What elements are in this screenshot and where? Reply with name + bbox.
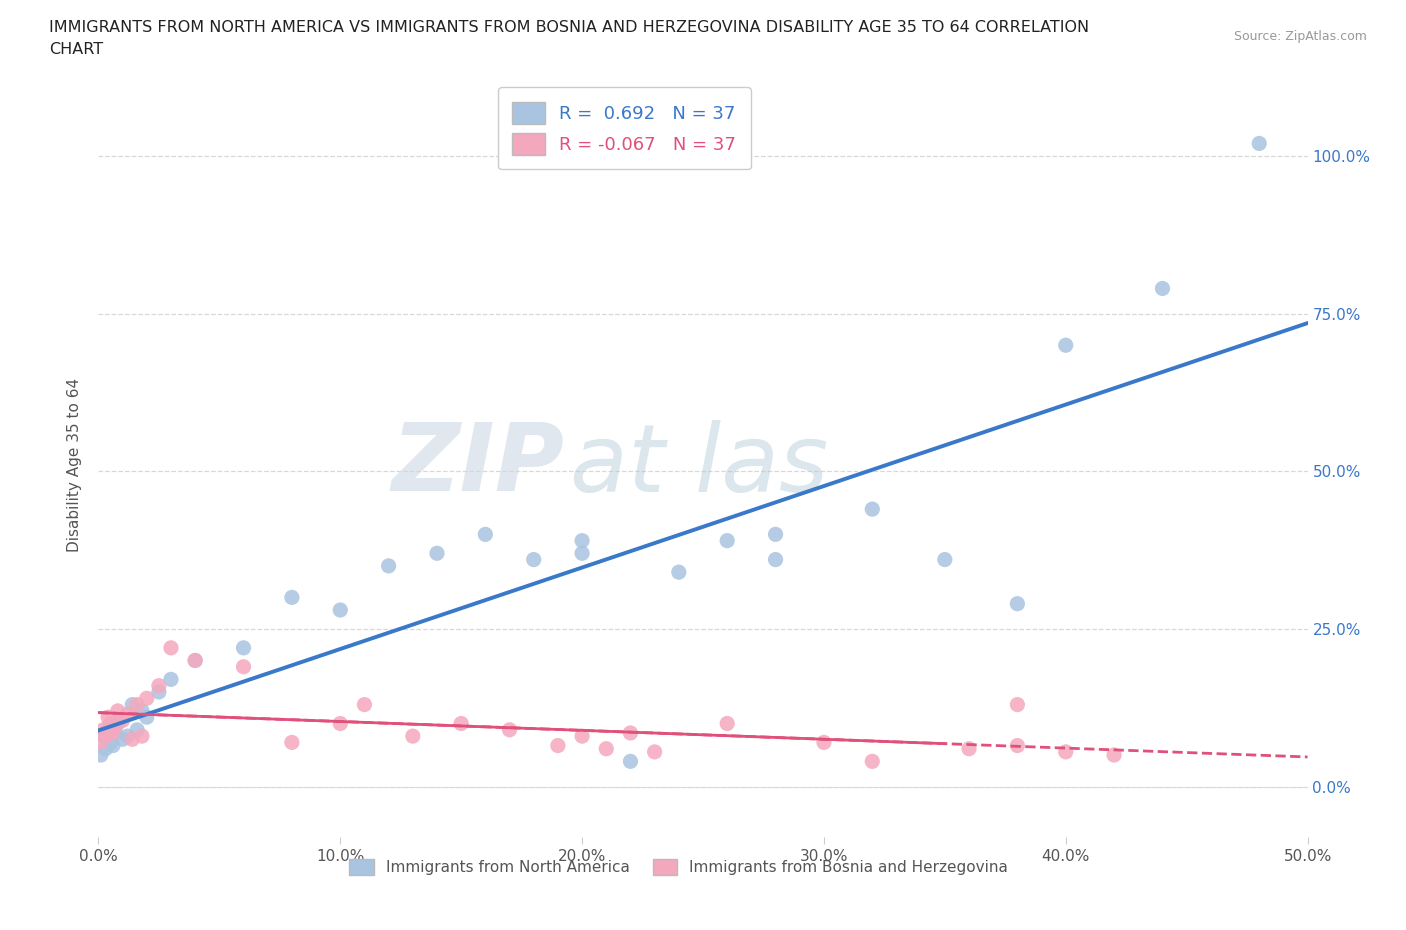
Point (107, 716, 129, 731)
Point (474, 527, 496, 542)
Point (860, 501, 883, 516)
Point (184, 653, 207, 668)
Point (860, 754, 883, 769)
Point (104, 719, 127, 734)
Point (281, 590, 304, 604)
Point (1007, 738, 1029, 753)
Point (619, 754, 641, 769)
Point (100, 716, 122, 731)
Text: CHART: CHART (49, 42, 103, 57)
Point (101, 725, 124, 740)
Point (127, 698, 149, 712)
Point (121, 698, 143, 712)
Point (91, 723, 114, 737)
Point (329, 603, 352, 618)
Point (111, 713, 134, 728)
Point (94, 741, 117, 756)
Point (329, 716, 352, 731)
Point (97, 723, 120, 737)
Point (668, 565, 690, 579)
Point (111, 732, 134, 747)
Point (232, 641, 254, 656)
Point (90, 735, 112, 750)
Point (716, 716, 738, 731)
Point (571, 533, 593, 548)
Point (91, 729, 114, 744)
Point (1249, 136, 1271, 151)
Point (90, 748, 112, 763)
Point (232, 659, 254, 674)
Point (184, 653, 207, 668)
Point (813, 735, 835, 750)
Point (107, 703, 129, 718)
Point (619, 725, 641, 740)
Point (117, 729, 139, 744)
Point (100, 735, 122, 750)
Point (716, 533, 738, 548)
Point (148, 678, 170, 693)
Point (135, 710, 157, 724)
Point (957, 741, 980, 756)
Point (402, 729, 425, 744)
Point (1007, 596, 1029, 611)
Point (281, 735, 304, 750)
Point (377, 558, 399, 573)
Point (97, 710, 120, 724)
Point (426, 546, 449, 561)
Point (523, 552, 546, 567)
Point (765, 552, 787, 567)
Point (595, 741, 617, 756)
Point (121, 732, 143, 747)
Point (1102, 748, 1125, 763)
Point (765, 527, 787, 542)
Legend: Immigrants from North America, Immigrants from Bosnia and Herzegovina: Immigrants from North America, Immigrant… (343, 853, 1014, 882)
Text: IMMIGRANTS FROM NORTH AMERICA VS IMMIGRANTS FROM BOSNIA AND HERZEGOVINA DISABILI: IMMIGRANTS FROM NORTH AMERICA VS IMMIGRA… (49, 20, 1090, 35)
Text: Source: ZipAtlas.com: Source: ZipAtlas.com (1233, 30, 1367, 43)
Point (644, 744, 666, 759)
Point (353, 698, 375, 712)
Point (94, 729, 117, 744)
Point (571, 729, 593, 744)
Point (450, 716, 472, 731)
Point (1152, 281, 1174, 296)
Y-axis label: Disability Age 35 to 64: Disability Age 35 to 64 (67, 378, 83, 552)
Point (117, 707, 139, 722)
Text: ZIP: ZIP (391, 419, 564, 511)
Text: at las: at las (569, 419, 828, 511)
Point (1054, 744, 1077, 759)
Point (160, 641, 183, 656)
Point (934, 552, 956, 567)
Point (131, 703, 153, 718)
Point (160, 672, 183, 687)
Point (498, 723, 520, 737)
Point (571, 546, 593, 561)
Point (1054, 338, 1077, 352)
Point (135, 691, 157, 706)
Point (148, 684, 170, 699)
Point (101, 738, 124, 753)
Point (1007, 698, 1029, 712)
Point (127, 723, 149, 737)
Point (547, 738, 569, 753)
Point (131, 729, 153, 744)
Point (104, 725, 127, 740)
